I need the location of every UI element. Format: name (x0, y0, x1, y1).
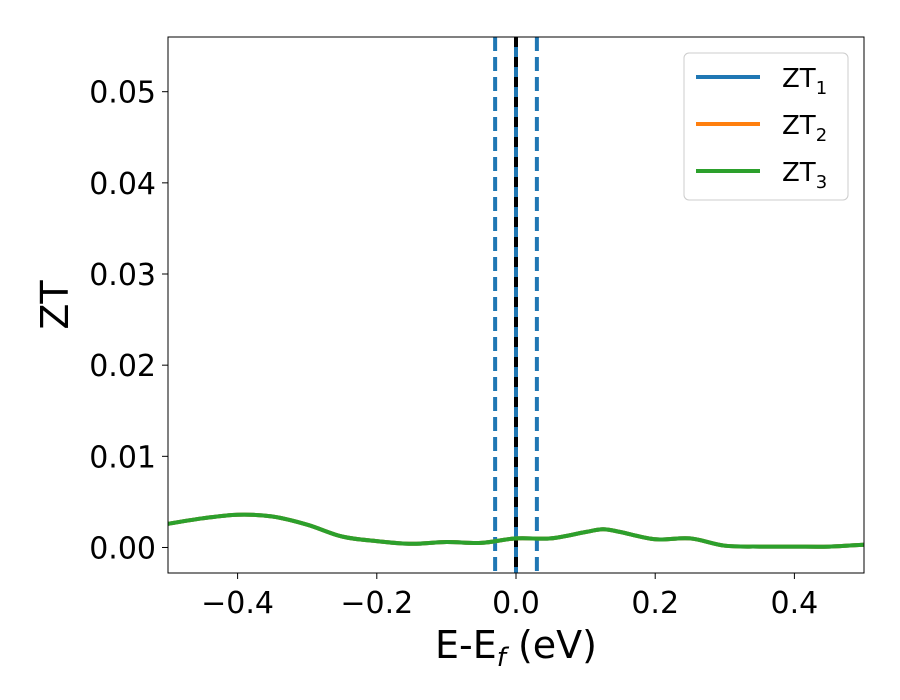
legend-label-main: ZT (782, 158, 816, 188)
y-tick-label: 0.01 (89, 440, 156, 475)
y-tick-label: 0.03 (89, 258, 156, 293)
x-tick-label: 0.4 (771, 586, 819, 621)
x-axis-label-main: E-E (435, 623, 497, 667)
x-tick-label: −0.2 (340, 586, 413, 621)
legend-label-zt3: ZT3 (782, 158, 827, 193)
x-tick-label: −0.4 (201, 586, 274, 621)
y-tick-label: 0.04 (89, 167, 156, 202)
series-line-zt3 (168, 512, 864, 549)
legend-label-sub: 2 (816, 125, 827, 146)
legend-label-zt2: ZT2 (782, 111, 827, 146)
y-axis-label: ZT (33, 280, 77, 330)
legend-box (683, 52, 849, 201)
legend-label-zt1: ZT1 (782, 64, 827, 99)
y-tick-label: 0.02 (89, 349, 156, 384)
x-tick-label: 0.0 (492, 586, 540, 621)
legend-label-main: ZT (782, 111, 816, 141)
y-tick-label: 0.05 (89, 76, 156, 111)
legend-label-sub: 1 (816, 78, 827, 99)
y-tick-label: 0.00 (89, 531, 156, 566)
x-axis-label: E-Ef (eV) (435, 623, 597, 673)
x-axis-label-unit: (eV) (506, 623, 597, 667)
legend-label-main: ZT (782, 64, 816, 94)
x-tick-label: 0.2 (631, 586, 679, 621)
legend-label-sub: 3 (816, 172, 827, 193)
